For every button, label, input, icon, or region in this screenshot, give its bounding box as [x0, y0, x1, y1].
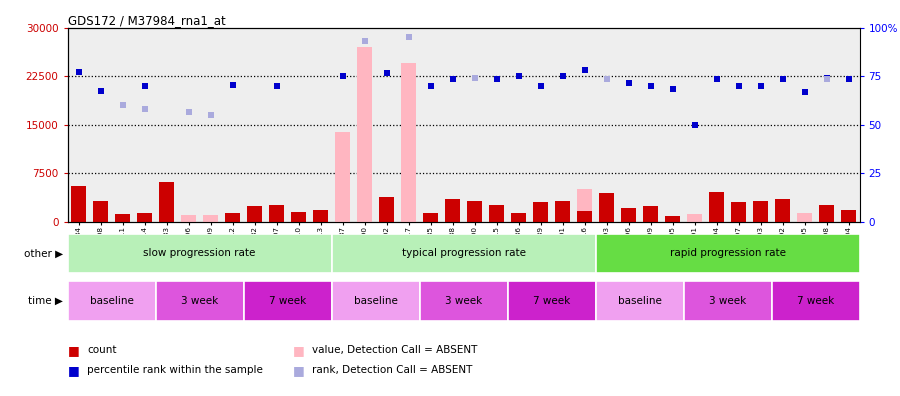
Bar: [244, 281, 331, 321]
Bar: [93, 201, 108, 222]
Text: GDS172 / M37984_rna1_at: GDS172 / M37984_rna1_at: [68, 13, 225, 27]
Bar: [268, 205, 284, 222]
Bar: [68, 234, 331, 273]
Bar: [819, 205, 834, 222]
Bar: [664, 216, 680, 222]
Bar: [225, 213, 240, 222]
Bar: [68, 281, 156, 321]
Bar: [356, 47, 373, 222]
Bar: [621, 208, 636, 222]
Text: 3 week: 3 week: [709, 296, 746, 306]
Bar: [331, 234, 596, 273]
Bar: [554, 201, 571, 222]
Text: ■: ■: [292, 364, 304, 377]
Text: slow progression rate: slow progression rate: [143, 248, 256, 259]
Bar: [598, 192, 615, 222]
Bar: [419, 281, 508, 321]
Bar: [752, 201, 769, 222]
Bar: [771, 281, 859, 321]
Bar: [577, 211, 592, 222]
Bar: [202, 215, 219, 222]
Text: ■: ■: [68, 344, 79, 357]
Bar: [508, 281, 596, 321]
Bar: [841, 210, 857, 222]
Text: 3 week: 3 week: [445, 296, 482, 306]
Text: 3 week: 3 week: [181, 296, 218, 306]
Text: rapid progression rate: rapid progression rate: [670, 248, 786, 259]
Bar: [708, 192, 725, 222]
Text: value, Detection Call = ABSENT: value, Detection Call = ABSENT: [312, 345, 478, 356]
Bar: [291, 212, 306, 222]
Bar: [596, 281, 683, 321]
Text: rank, Detection Call = ABSENT: rank, Detection Call = ABSENT: [312, 365, 472, 375]
Bar: [683, 281, 771, 321]
Bar: [643, 206, 659, 222]
Bar: [577, 189, 592, 222]
Bar: [156, 281, 244, 321]
Bar: [379, 197, 394, 222]
Bar: [247, 206, 263, 222]
Text: count: count: [87, 345, 117, 356]
Bar: [731, 202, 746, 222]
Bar: [400, 63, 417, 222]
Bar: [335, 132, 350, 222]
Text: typical progression rate: typical progression rate: [401, 248, 526, 259]
Bar: [181, 215, 196, 222]
Bar: [137, 213, 152, 222]
Bar: [400, 63, 417, 222]
Text: ■: ■: [68, 364, 79, 377]
Text: time ▶: time ▶: [28, 296, 63, 306]
Bar: [331, 281, 419, 321]
Bar: [796, 213, 813, 222]
Bar: [312, 210, 328, 222]
Bar: [533, 202, 548, 222]
Text: 7 week: 7 week: [269, 296, 306, 306]
Bar: [114, 214, 130, 222]
Bar: [510, 213, 526, 222]
Bar: [596, 234, 860, 273]
Text: 7 week: 7 week: [533, 296, 570, 306]
Text: baseline: baseline: [90, 296, 133, 306]
Text: baseline: baseline: [617, 296, 662, 306]
Text: 7 week: 7 week: [796, 296, 834, 306]
Bar: [489, 205, 504, 222]
Bar: [445, 199, 461, 222]
Text: percentile rank within the sample: percentile rank within the sample: [87, 365, 263, 375]
Bar: [775, 199, 790, 222]
Bar: [158, 182, 175, 222]
Text: other ▶: other ▶: [24, 248, 63, 259]
Text: ■: ■: [292, 344, 304, 357]
Text: baseline: baseline: [354, 296, 398, 306]
Bar: [687, 214, 702, 222]
Bar: [335, 132, 350, 222]
Bar: [356, 47, 373, 222]
Bar: [423, 213, 438, 222]
Bar: [466, 201, 482, 222]
Bar: [70, 186, 86, 222]
